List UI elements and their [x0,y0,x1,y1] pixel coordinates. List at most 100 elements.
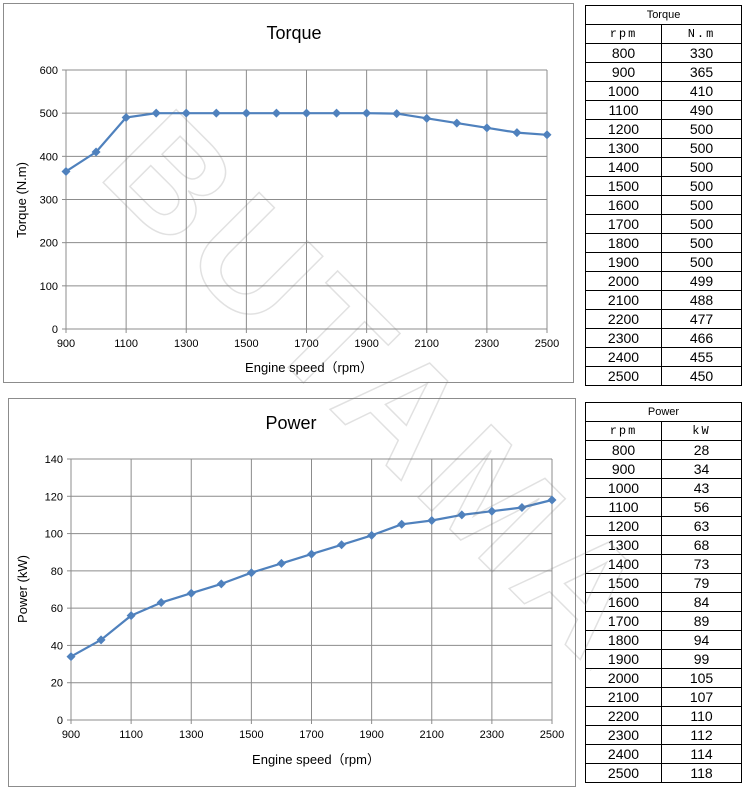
torque-table-cell: 1200 [585,119,662,139]
power-data-point [66,652,76,662]
power-x-tick-label: 1500 [239,729,263,741]
power-table-cell: 84 [661,592,742,612]
power-table-cell: 2500 [585,763,662,783]
torque-table-cell: 1000 [585,81,662,101]
power-y-tick-label: 0 [57,715,63,727]
torque-data-point [392,109,402,119]
power-table-cell: 2400 [585,744,662,764]
torque-data-point [211,108,221,118]
power-table-header: rpm [585,421,662,441]
power-table-cell: 43 [661,478,742,498]
torque-data-point [422,113,432,123]
torque-table-row: 800 330 [585,43,743,63]
power-table-row: 1700 89 [585,611,742,631]
torque-table-row: 1100 490 [585,100,743,120]
torque-table-row: 1200 500 [585,119,743,139]
torque-x-tick-label: 2500 [535,338,559,350]
power-table-row: 800 28 [585,440,742,460]
torque-data-point [151,108,161,118]
torque-table-cell: 1500 [585,176,662,196]
power-data-point [487,506,497,516]
power-table-cell: 900 [585,459,662,479]
torque-table-cell: 477 [660,309,743,329]
power-table-row: 1200 63 [585,516,742,536]
torque-table-row: 1900 500 [585,252,743,272]
torque-table-header: rpm [585,24,662,44]
torque-x-tick-label: 2100 [415,338,439,350]
torque-table-cell: 1800 [585,233,662,253]
power-data-point [216,579,226,589]
power-table-row: 2200 110 [585,706,742,726]
power-table-cell: 105 [661,668,742,688]
power-table-row: 2000 105 [585,668,742,688]
power-table-title: Power [585,402,742,422]
power-table-row: 900 34 [585,459,742,479]
power-x-tick-label: 1100 [119,729,143,741]
torque-chart: Torque 0 100 200 300 400 500 600 900 1100 1300 1500… [14,23,559,375]
torque-y-axis-title: Torque (N.m) [14,162,29,238]
power-x-axis-title: Engine speed（rpm） [252,752,380,767]
torque-data-point [181,108,191,118]
power-table-cell: 56 [661,497,742,517]
power-data-point [457,510,467,520]
torque-table-row: 1500 500 [585,176,743,196]
power-table-row: 1000 43 [585,478,742,498]
torque-y-tick-label: 600 [40,65,58,77]
power-table-cell: 1900 [585,649,662,669]
torque-table-cell: 365 [660,62,743,82]
torque-table-row: 1000 410 [585,81,743,101]
power-x-tick-label: 2100 [420,729,444,741]
power-data-point [517,502,527,512]
power-table-row: 2100 107 [585,687,742,707]
torque-table-row: 2100 488 [585,290,743,310]
torque-table-row: 2000 499 [585,271,743,291]
torque-data-point [452,118,462,128]
torque-table-cell: 499 [660,271,743,291]
torque-y-tick-label: 200 [40,238,58,250]
power-table-cell: 1300 [585,535,662,555]
torque-chart-title: Torque [266,23,321,43]
torque-table-cell: 330 [660,43,743,63]
power-table-cell: 79 [661,573,742,593]
power-table-row: 1100 56 [585,497,742,517]
torque-table-cell: 500 [660,252,743,272]
power-data-point [126,611,136,621]
power-chart-title: Power [265,413,316,433]
power-table: Power rpm kW 800 28 900 34 1000 43 1100 56 1200 63 13… [585,402,742,783]
power-table-cell: 2000 [585,668,662,688]
power-data-point [427,516,437,526]
torque-table-row: 900 365 [585,62,743,82]
torque-table-cell: 500 [660,195,743,215]
power-table-cell: 114 [661,744,742,764]
power-data-point [276,558,286,568]
power-table-row: 2500 118 [585,763,742,783]
torque-x-tick-label: 1300 [174,338,198,350]
torque-x-tick-label: 1700 [294,338,318,350]
torque-table-title: Torque [584,5,743,25]
torque-data-point [91,147,101,157]
power-table-cell: 34 [661,459,742,479]
torque-data-point [241,108,251,118]
power-table-cell: 1500 [585,573,662,593]
power-table-row: 1800 94 [585,630,742,650]
torque-table-row: 1700 500 [585,214,743,234]
torque-table-cell: 410 [660,81,743,101]
power-chart: Power 0 20 40 60 80 100 120 140 900 1100 1300 1500 17… [15,413,564,767]
torque-table-cell: 2500 [585,366,662,386]
torque-x-axis-title: Engine speed（rpm） [245,360,373,375]
power-table-header: kW [661,421,742,441]
power-table-cell: 1800 [585,630,662,650]
power-y-tick-label: 80 [51,566,63,578]
power-x-tick-label: 2300 [480,729,504,741]
power-data-point [337,540,347,550]
torque-data-point [482,123,492,133]
power-table-cell: 1700 [585,611,662,631]
torque-table-cell: 500 [660,119,743,139]
power-x-tick-label: 1300 [179,729,203,741]
torque-table-cell: 800 [585,43,662,63]
power-data-point [246,568,256,578]
torque-table-cell: 1900 [585,252,662,272]
power-table-row: 2400 114 [585,744,742,764]
power-table-cell: 1400 [585,554,662,574]
power-data-point [186,588,196,598]
